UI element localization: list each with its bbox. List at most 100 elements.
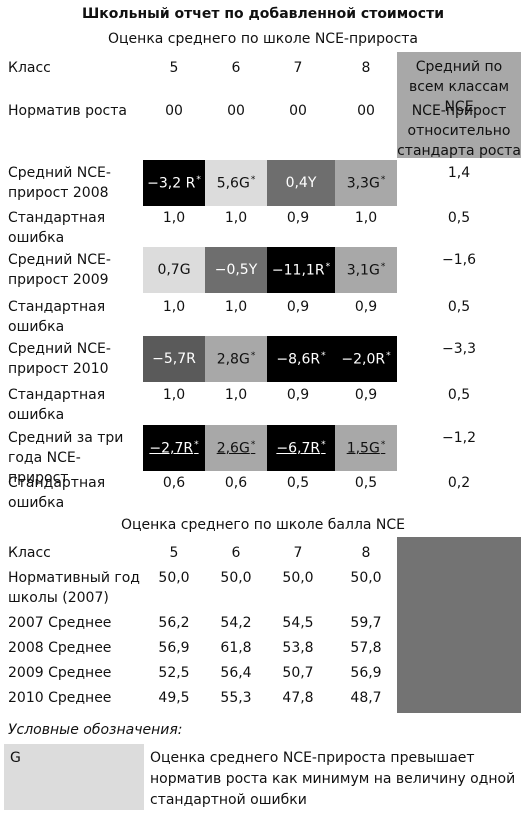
legend-swatch: [4, 744, 144, 810]
section1-title: Оценка среднего по школе NCE-прироста: [108, 31, 418, 47]
score-value: 50,0: [350, 570, 382, 586]
std-error-value: 1,0: [354, 210, 378, 226]
gain-cell: −6,7R*: [267, 425, 335, 471]
score-value: 59,7: [350, 615, 382, 631]
report-title: Школьный отчет по добавленной стоимости: [81, 6, 445, 22]
gain-value: 2,8G*: [216, 350, 256, 368]
std-error-value: 0,9: [286, 387, 310, 403]
std-error-value: 1,0: [224, 210, 248, 226]
std-error-value: 0,5: [286, 475, 310, 491]
std-error-value: 1,0: [162, 299, 186, 315]
relative-label: NCE-прирост относительно стандарта роста: [397, 103, 521, 159]
grade-header: 6: [231, 60, 241, 76]
significance-star: *: [250, 350, 256, 361]
score-value: 7: [293, 545, 303, 561]
gain-cell: −8,6R*: [267, 336, 335, 382]
all-classes-std-error: 0,5: [447, 210, 471, 226]
significance-star: *: [386, 350, 391, 361]
legend-swatch-label: G: [10, 750, 21, 766]
legend-text: Оценка среднего NCE-прироста превышает н…: [150, 750, 516, 808]
score-value: 6: [231, 545, 241, 561]
score-value: 48,7: [350, 690, 382, 706]
gain-cell: −2,0R*: [335, 336, 397, 382]
class-label: Класс: [8, 60, 51, 76]
gain-cell: −5,7R: [143, 336, 205, 382]
gain-cell: 3,3G*: [335, 160, 397, 206]
significance-star: *: [325, 261, 331, 272]
significance-star: *: [321, 439, 326, 450]
gain-cell: 0,4Y: [267, 160, 335, 206]
std-error-value: 0,6: [162, 475, 186, 491]
gain-value: 3,1G*: [346, 261, 386, 279]
gain-cell: 2,8G*: [205, 336, 267, 382]
gain-cell: 0,7G: [143, 247, 205, 293]
gain-value: −2,7R*: [149, 439, 199, 457]
score-value: 55,3: [220, 690, 252, 706]
all-classes-value: −1,6: [442, 252, 476, 268]
gain-value: −2,0R*: [341, 350, 391, 368]
std-error-value: 1,0: [224, 387, 248, 403]
row-label: Стандартная ошибка: [8, 210, 106, 246]
all-classes-value: −3,3: [442, 341, 476, 357]
row-label: Средний NCE-прирост 2008: [8, 165, 111, 201]
section2-side-box: [397, 537, 521, 713]
row-label: Стандартная ошибка: [8, 299, 106, 335]
grade-header: 5: [169, 60, 179, 76]
score-row-label: 2007 Среднее: [8, 615, 112, 631]
significance-star: *: [194, 439, 199, 450]
score-value: 57,8: [350, 640, 382, 656]
std-error-value: 1,0: [162, 210, 186, 226]
score-value: 49,5: [158, 690, 190, 706]
std-error-value: 0,9: [354, 387, 378, 403]
gain-cell: 1,5G*: [335, 425, 397, 471]
row-label: Средний NCE-прирост 2010: [8, 341, 111, 377]
significance-star: *: [250, 174, 256, 185]
row-label: Средний NCE-прирост 2009: [8, 252, 111, 288]
row-label: Средний за три года NCE-прирост: [8, 430, 124, 486]
norm-value: 00: [227, 103, 245, 119]
all-classes-std-error: 0,2: [447, 475, 471, 491]
norm-value: 00: [165, 103, 183, 119]
significance-star: *: [380, 174, 386, 185]
score-row-label: 2009 Среднее: [8, 665, 112, 681]
score-row-label: 2008 Среднее: [8, 640, 112, 656]
score-value: 56,4: [220, 665, 252, 681]
section2-title: Оценка среднего по школе балла NCE: [120, 517, 406, 533]
score-value: 61,8: [220, 640, 252, 656]
score-value: 50,0: [282, 570, 314, 586]
std-error-value: 0,9: [286, 210, 310, 226]
score-value: 54,2: [220, 615, 252, 631]
norm-value: 00: [289, 103, 307, 119]
gain-cell: −11,1R*: [267, 247, 335, 293]
score-value: 56,9: [350, 665, 382, 681]
all-classes-header: Средний по всем классам NCE: [408, 59, 510, 115]
gain-value: 0,4Y: [285, 175, 317, 191]
norm-label: Норматив роста: [8, 103, 127, 119]
gain-value: 0,7G: [157, 262, 191, 278]
row-label: Стандартная ошибка: [8, 475, 106, 511]
grade-header: 7: [293, 60, 303, 76]
gain-cell: 2,6G*: [205, 425, 267, 471]
grade-header: 8: [361, 60, 371, 76]
score-value: 8: [361, 545, 371, 561]
score-row-label: Нормативный год школы (2007): [8, 570, 140, 606]
score-value: 47,8: [282, 690, 314, 706]
gain-value: −11,1R*: [271, 261, 331, 279]
gain-value: −5,7R: [152, 351, 196, 367]
norm-value: 00: [357, 103, 375, 119]
significance-star: *: [321, 350, 326, 361]
score-value: 53,8: [282, 640, 314, 656]
gain-cell: 5,6G*: [205, 160, 267, 206]
gain-value: 5,6G*: [216, 174, 256, 192]
gain-value: 1,5G*: [346, 439, 386, 457]
score-value: 56,2: [158, 615, 190, 631]
std-error-value: 0,6: [224, 475, 248, 491]
significance-star: *: [250, 439, 256, 450]
gain-value: −3,2 R*: [147, 174, 201, 192]
significance-star: *: [380, 439, 386, 450]
gain-cell: −0,5Y: [205, 247, 267, 293]
legend-title: Условные обозначения:: [8, 722, 183, 738]
gain-cell: −3,2 R*: [143, 160, 205, 206]
gain-cell: −2,7R*: [143, 425, 205, 471]
score-row-label: Класс: [8, 545, 51, 561]
